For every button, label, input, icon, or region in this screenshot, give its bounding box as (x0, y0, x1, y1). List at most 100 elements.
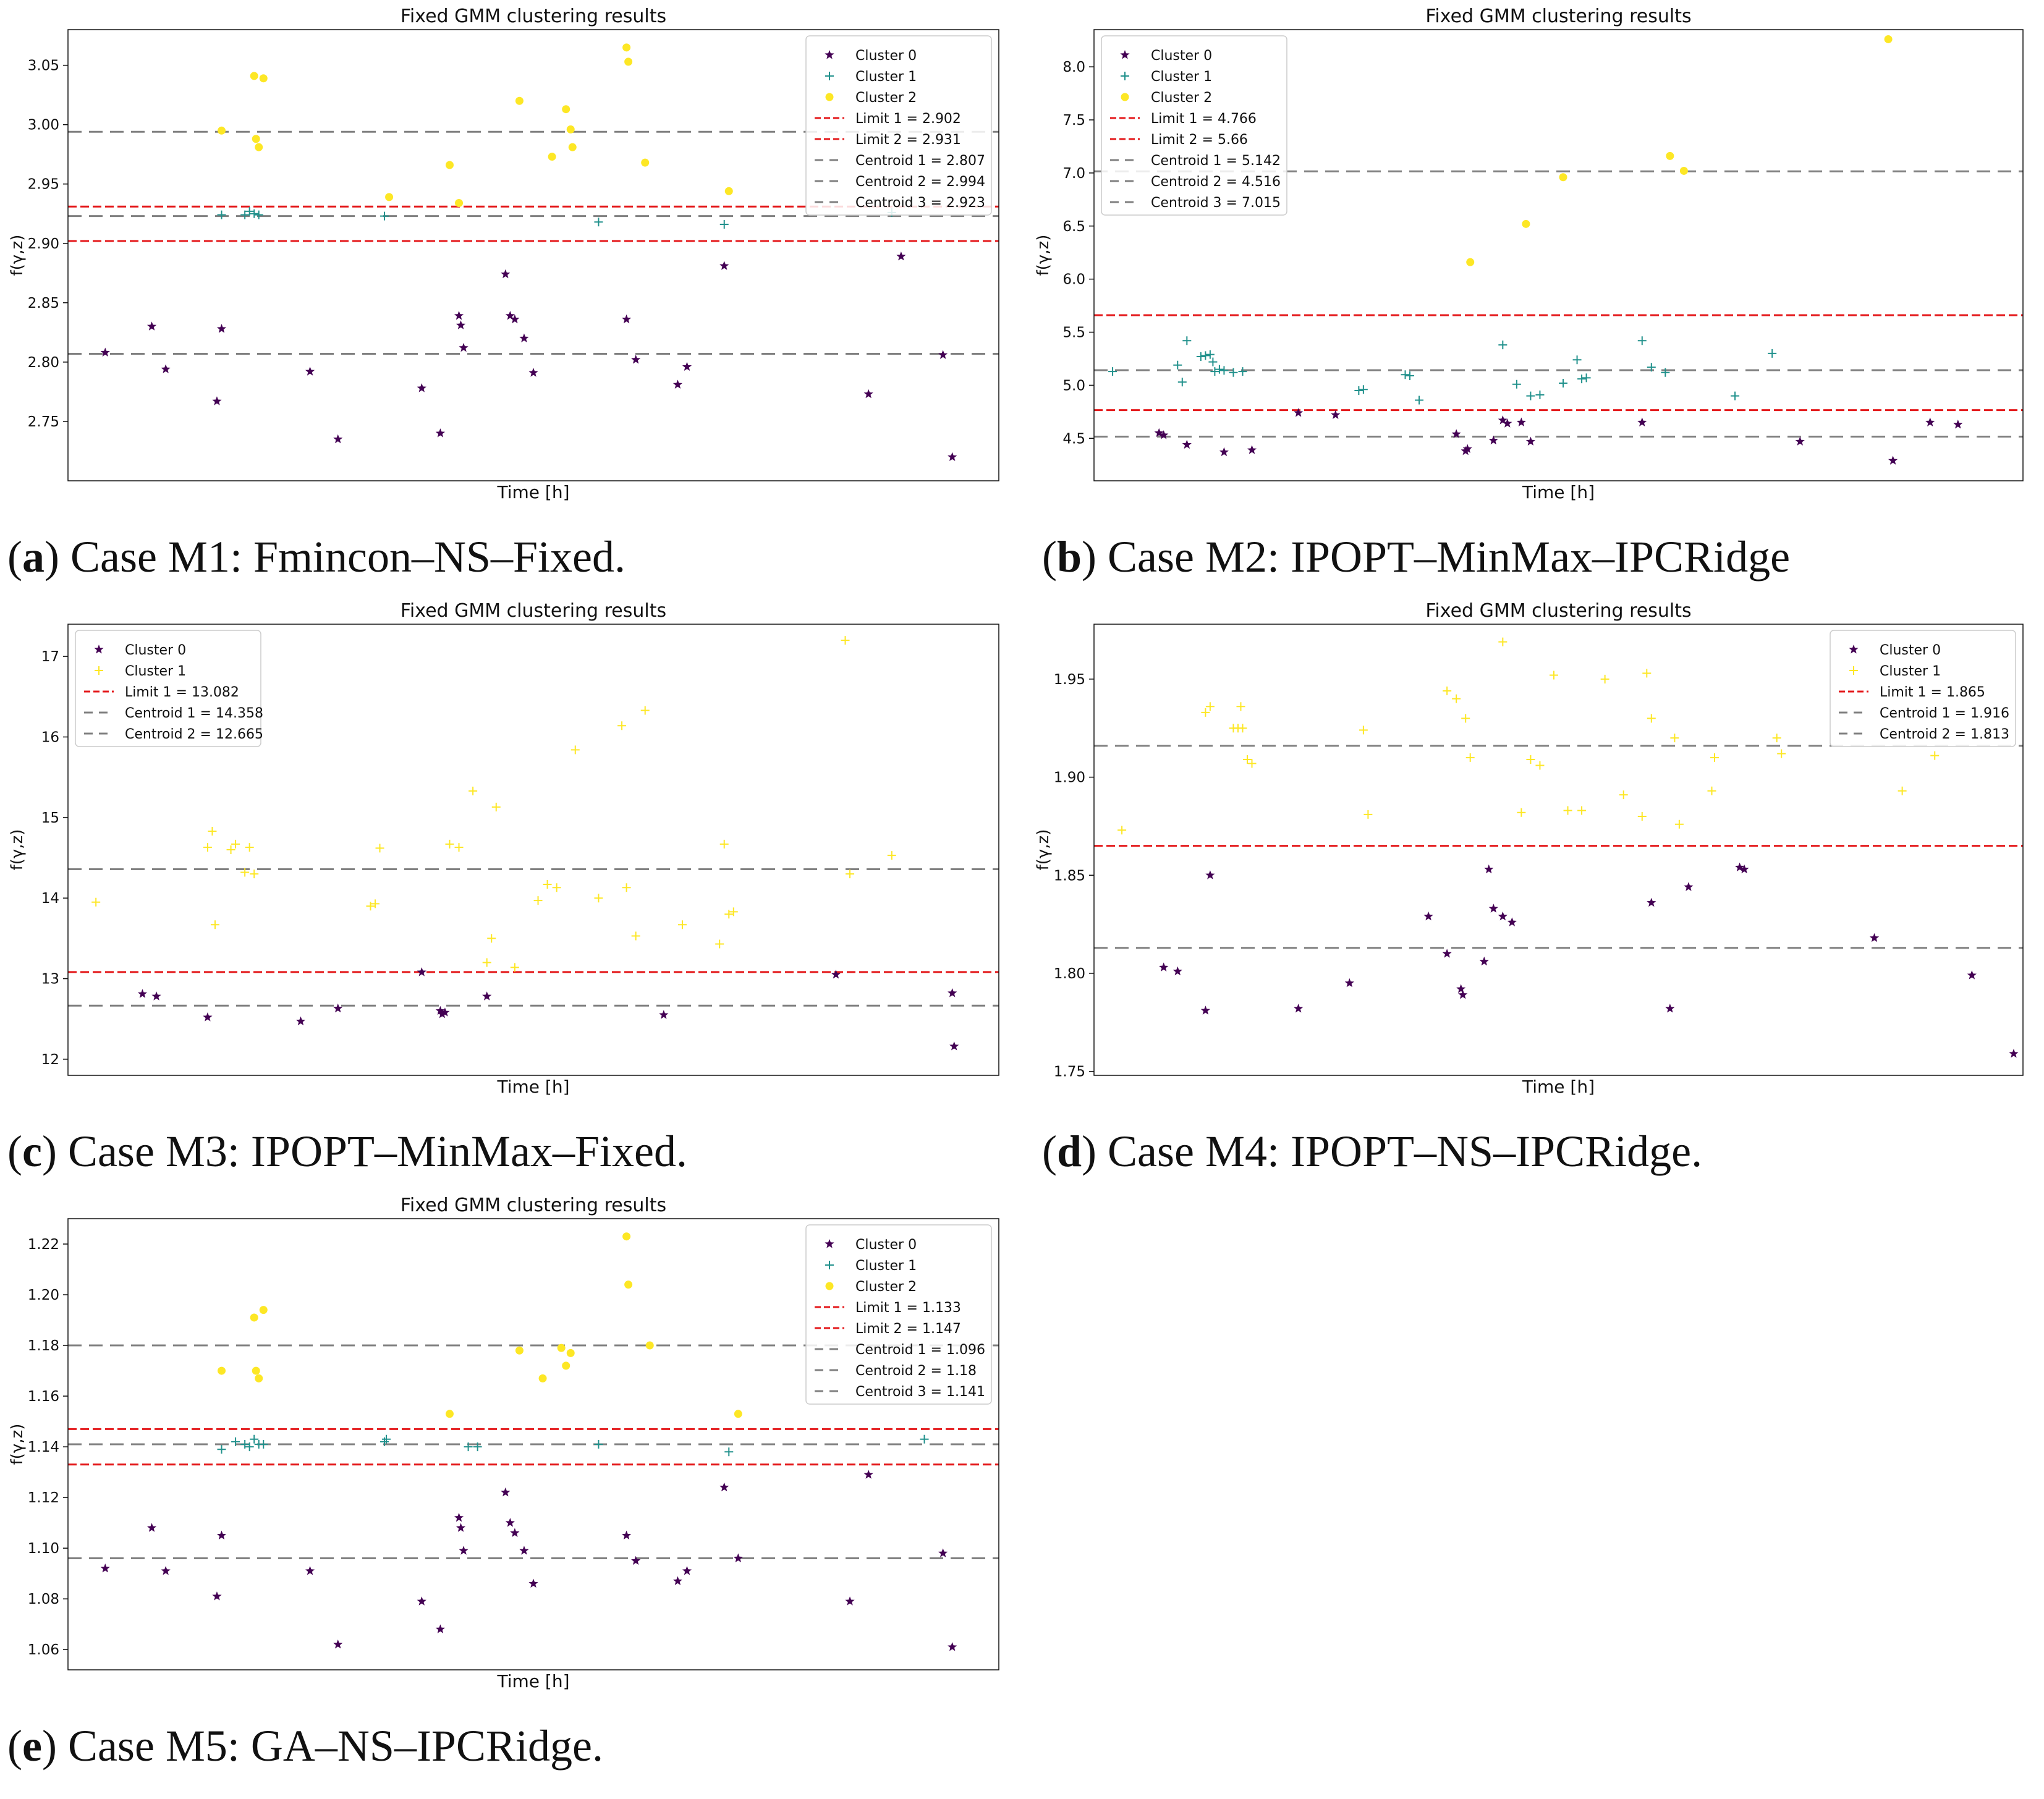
data-point (456, 1523, 466, 1532)
data-point (1182, 336, 1192, 345)
data-point (1294, 1004, 1304, 1013)
data-point (1488, 904, 1498, 913)
chart-c: Fixed GMM clustering results Time [h] f(γ,… (8, 600, 999, 1097)
data-point (146, 1523, 157, 1532)
caption-letter: c (22, 1127, 42, 1176)
data-point (1637, 417, 1647, 426)
data-point (1582, 373, 1591, 383)
legend-box (1101, 35, 1287, 216)
data-point (231, 1437, 240, 1446)
data-point (621, 1530, 632, 1540)
y-tick-label: 3.05 (28, 58, 59, 74)
data-point (1526, 391, 1535, 400)
y-axis-label: f(γ,z) (1034, 235, 1053, 276)
data-point (370, 899, 380, 908)
legend-marker (825, 1282, 834, 1290)
chart-b: Fixed GMM clustering results Time [h] f(γ,… (1034, 6, 2024, 502)
legend-marker (1121, 93, 1129, 101)
data-point (259, 1306, 268, 1314)
legend-label: Centroid 2 = 2.994 (855, 174, 985, 190)
panel-d: Fixed GMM clustering results Time [h] f(γ,… (1026, 595, 2044, 1188)
caption-letter: d (1056, 1127, 1082, 1176)
data-point (1488, 435, 1498, 445)
data-point (1415, 396, 1424, 405)
data-point (1637, 336, 1647, 345)
data-point (137, 989, 148, 998)
data-point (1117, 826, 1127, 835)
data-point (1452, 694, 1461, 703)
legend-label: Limit 2 = 5.66 (1151, 132, 1248, 148)
data-point (715, 939, 724, 949)
data-point (1196, 352, 1205, 362)
data-point (435, 1005, 446, 1015)
data-point (594, 894, 603, 903)
legend-label: Cluster 2 (855, 90, 917, 106)
data-point (562, 1361, 570, 1370)
data-point (672, 379, 683, 389)
plot-frame (67, 29, 999, 481)
data-point (473, 1442, 482, 1452)
data-point (333, 1639, 343, 1649)
legend-marker (1849, 666, 1858, 675)
data-point (645, 1341, 654, 1350)
data-point (1665, 1004, 1675, 1013)
data-point (254, 210, 263, 219)
data-point (1512, 379, 1521, 389)
data-point (445, 161, 454, 169)
chart-d: Fixed GMM clustering results Time [h] f(γ,… (1034, 600, 2024, 1097)
legend-marker (1120, 50, 1130, 59)
data-point (1201, 708, 1210, 717)
data-point (305, 1566, 315, 1575)
data-point (217, 1445, 226, 1454)
y-tick-label: 14 (41, 891, 59, 907)
y-tick-label: 1.80 (1054, 966, 1085, 982)
data-point (333, 434, 343, 444)
y-tick-label: 1.75 (1054, 1064, 1085, 1080)
data-point (501, 269, 511, 279)
data-point (515, 96, 524, 105)
legend-label: Limit 1 = 1.865 (1880, 685, 1985, 700)
legend: Cluster 0 Cluster 1 Cluster 2 Limit 1 = 4.7… (1101, 35, 1287, 216)
data-point (846, 870, 855, 879)
data-point (1684, 882, 1694, 891)
legend-label: Cluster 1 (125, 664, 186, 679)
data-point (548, 153, 556, 161)
x-axis-label: Time [h] (496, 482, 569, 502)
panel-a: Fixed GMM clustering results Time [h] f(γ,… (0, 0, 1020, 593)
data-point (100, 1563, 110, 1573)
data-point (255, 1374, 263, 1382)
y-tick-label: 1.10 (28, 1541, 59, 1557)
data-point (469, 786, 478, 795)
legend-label: Limit 1 = 1.133 (855, 1300, 961, 1316)
data-point (1535, 761, 1545, 770)
caption-letter: a (22, 532, 45, 582)
legend-label: Cluster 0 (855, 48, 917, 64)
data-point (1674, 819, 1684, 829)
data-point (510, 963, 519, 972)
data-point (417, 1596, 426, 1606)
y-tick-label: 8.0 (1062, 59, 1085, 75)
caption-letter: b (1056, 532, 1082, 582)
data-point (203, 843, 212, 852)
legend-label: Limit 2 = 1.147 (855, 1321, 961, 1337)
data-point (240, 868, 250, 877)
legend-marker (825, 93, 834, 101)
legend-label: Cluster 1 (1880, 664, 1941, 679)
series-2 (217, 43, 733, 207)
legend-label: Cluster 0 (1151, 48, 1212, 64)
legend: Cluster 0 Cluster 1 Cluster 2 Limit 1 = 1.1… (805, 1224, 992, 1405)
data-point (1516, 417, 1526, 426)
data-point (729, 907, 738, 916)
data-point (1159, 962, 1169, 971)
data-point (724, 187, 733, 195)
plot-frame (1093, 29, 2024, 481)
y-tick-label: 1.06 (28, 1642, 59, 1658)
data-point (1363, 810, 1373, 819)
data-point (245, 843, 254, 852)
legend-label: Centroid 2 = 1.813 (1880, 727, 2009, 742)
data-point (887, 851, 896, 860)
data-point (631, 355, 641, 364)
data-point (1359, 726, 1368, 735)
data-point (570, 745, 580, 755)
data-point (1577, 806, 1587, 815)
